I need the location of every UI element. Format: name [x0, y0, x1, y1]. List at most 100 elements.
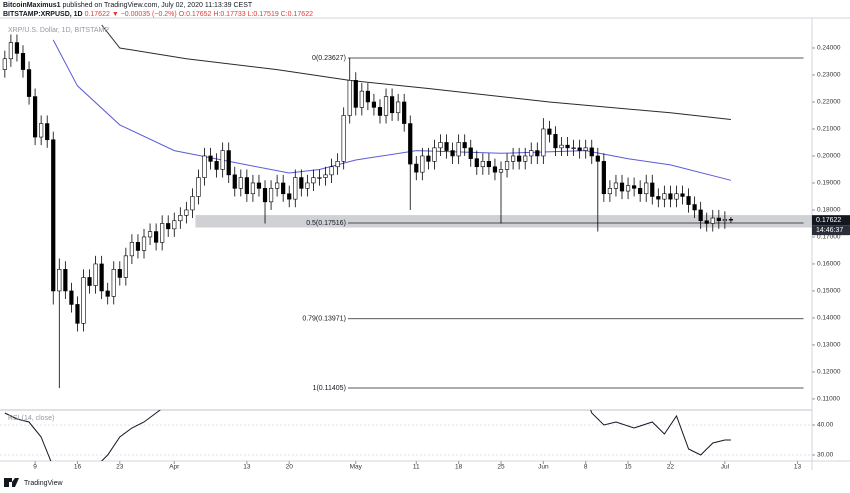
y-tick-label: 0.23000	[817, 72, 841, 79]
candle-body	[553, 134, 558, 149]
candle-body	[601, 161, 606, 195]
author: BitcoinMaximus1	[3, 2, 61, 9]
candle-body	[674, 193, 679, 200]
candle-body	[686, 196, 691, 205]
candle-body	[432, 147, 437, 162]
candle-body	[281, 182, 286, 195]
candle-body	[632, 185, 637, 189]
candle-body	[317, 177, 322, 179]
candle-body	[26, 69, 32, 97]
candle-body	[305, 182, 310, 189]
candle-body	[39, 123, 44, 138]
last-price-box	[812, 215, 850, 226]
candle-body	[547, 128, 552, 135]
x-tick-label: 8	[584, 464, 588, 471]
candle-body	[353, 80, 358, 108]
published: published on TradingView.com, July 02, 2…	[61, 2, 253, 9]
candle-body	[638, 188, 643, 195]
y-tick-label: 0.13000	[817, 342, 841, 349]
support-zone	[195, 215, 812, 228]
candle-body	[232, 174, 237, 189]
y-tick-label: 0.18000	[817, 207, 841, 214]
brand: TradingView	[24, 480, 63, 487]
candle-body	[668, 193, 673, 200]
candle-body	[595, 155, 600, 162]
candle-body	[492, 166, 498, 173]
candle-body	[238, 177, 243, 189]
candle-body	[644, 182, 649, 195]
candle-body	[462, 142, 467, 149]
candle-body	[408, 123, 413, 165]
candle-body	[438, 142, 443, 149]
candle-body	[311, 177, 316, 184]
candle-body	[523, 155, 528, 162]
y-tick-label: 0.24000	[817, 45, 841, 52]
candle-body	[535, 150, 540, 157]
candle-body	[196, 177, 201, 197]
candle-body	[220, 150, 225, 170]
candle-body	[444, 142, 449, 151]
y-tick-label: 0.12000	[817, 369, 841, 376]
candle-body	[323, 174, 328, 178]
candle-body	[396, 101, 401, 114]
x-tick-label: 18	[455, 464, 463, 471]
y-tick-label: 30.00	[817, 452, 834, 459]
candle-body	[559, 144, 564, 149]
y-tick-label: 0.15000	[817, 288, 841, 295]
candle-body	[565, 144, 570, 149]
candle-body	[287, 193, 292, 200]
candle-body	[529, 150, 534, 157]
symbol: BITSTAMP:XRPUSD, 1D	[3, 11, 83, 18]
candle-body	[51, 139, 56, 292]
candle-body	[111, 269, 116, 297]
candle-body	[250, 182, 256, 195]
candle-body	[8, 42, 13, 60]
candle-body	[480, 161, 485, 168]
rsi-pane	[0, 410, 812, 461]
candle-body	[607, 188, 613, 195]
candle-body	[226, 150, 231, 176]
candle-body	[716, 217, 721, 222]
countdown: 14:46:37	[816, 227, 843, 234]
candle-body	[341, 115, 346, 162]
candle-body	[541, 128, 546, 157]
rsi-legend: RSI (14, close)	[8, 415, 54, 422]
x-tick-label: Jul	[721, 464, 730, 471]
candle-body	[420, 155, 425, 173]
candle-body	[692, 204, 697, 211]
x-tick-label: May	[350, 464, 363, 471]
candle-body	[329, 166, 334, 176]
candle-body	[722, 219, 727, 222]
candle-body	[510, 155, 516, 162]
candle-body	[75, 304, 80, 324]
candle-body	[577, 147, 582, 151]
candle-body	[129, 242, 135, 257]
candle-body	[456, 142, 461, 157]
x-tick-label: 11	[413, 464, 420, 471]
x-tick-label: 15	[624, 464, 632, 471]
x-tick-label: 13	[243, 464, 251, 471]
logo	[4, 478, 19, 487]
series-legend: XRP/U.S. Dollar, 1D, BITSTAMP	[8, 27, 109, 34]
change: ▼ −0.00035 (−0.2%)	[112, 11, 177, 18]
x-tick-label: 9	[33, 464, 37, 471]
candle-body	[377, 107, 383, 116]
y-tick-label: 0.16000	[817, 261, 841, 268]
candle-body	[190, 196, 195, 211]
candle-body	[504, 161, 510, 170]
candle-body	[141, 236, 147, 251]
x-tick-label: Apr	[169, 464, 180, 471]
x-tick-label: 20	[286, 464, 294, 471]
candle-body	[662, 193, 667, 200]
fib-label: 1(0.11405)	[313, 385, 346, 392]
candle-body	[656, 196, 661, 200]
last-price-label: 0.17622	[816, 217, 841, 224]
candle-body	[20, 53, 26, 70]
x-tick-label: 13	[794, 464, 802, 471]
fib-label: 0.5(0.17516)	[306, 220, 346, 227]
candle-body	[619, 182, 625, 192]
candle-body	[214, 161, 219, 170]
candle-body	[57, 269, 62, 292]
y-tick-label: 0.17000	[817, 234, 841, 241]
